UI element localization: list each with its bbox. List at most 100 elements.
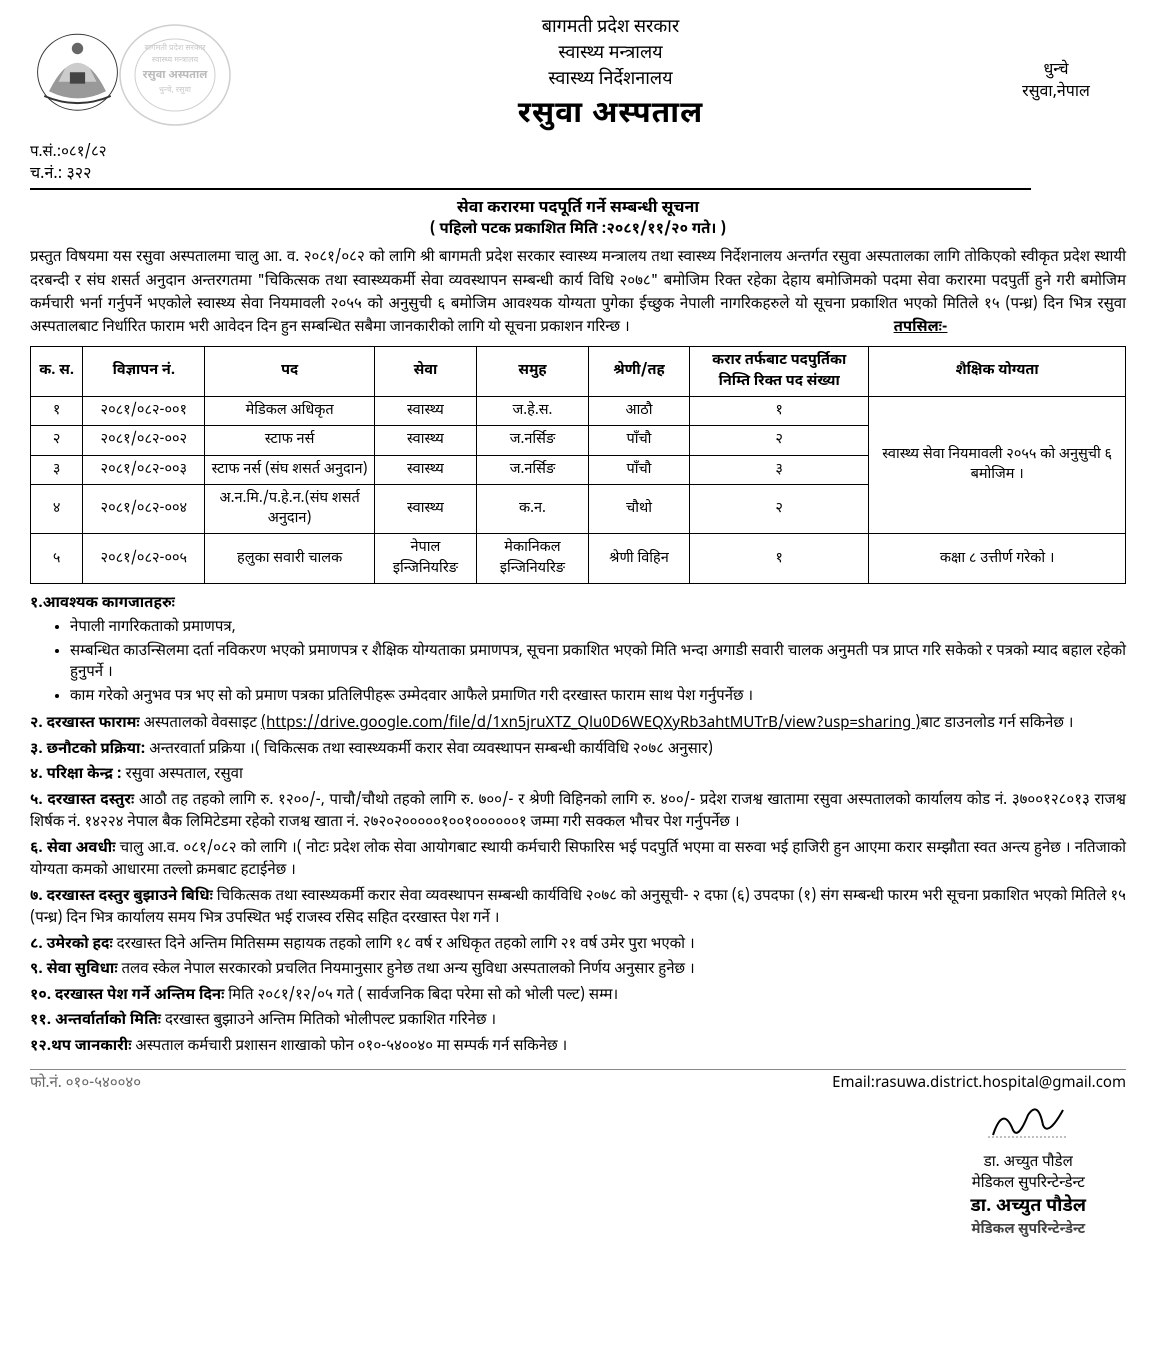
cell-post: हलुका सवारी चालक	[205, 534, 374, 584]
letterhead: बागमती प्रदेश सरकार स्वास्थ्य मन्त्रालय …	[30, 20, 1126, 138]
item-12: १२.थप जानकारीः अस्पताल कर्मचारी प्रशासन …	[30, 1037, 1126, 1060]
cell-ad: २०८१/०८२-००३	[83, 455, 205, 484]
place-line1: धुन्चे	[986, 60, 1126, 82]
notice-body: प्रस्तुत विषयमा यस रसुवा अस्पतालमा चालु …	[30, 247, 1126, 340]
cell-post: स्टाफ नर्स	[205, 426, 374, 455]
item-11: ११. अन्तर्वार्ताको मितिः दरखास्त बुझाउने…	[30, 1011, 1126, 1034]
item-10: १०. दरखास्त पेश गर्ने अन्तिम दिनः मिति २…	[30, 986, 1126, 1009]
ref-chana: च.नं.: ३२२	[30, 164, 1031, 190]
item-8: ८. उमेरको हदः दरखास्त दिने अन्तिम मितिसम…	[30, 935, 1126, 958]
cell-vac: १	[690, 534, 869, 584]
cell-seva: स्वास्थ्य	[374, 455, 476, 484]
cell-samuha: क.न.	[477, 484, 589, 534]
cell-seva: स्वास्थ्य	[374, 484, 476, 534]
th-samuha: समुह	[477, 347, 589, 397]
header-center: बागमती प्रदेश सरकार स्वास्थ्य मन्त्रालय …	[235, 15, 986, 138]
cell-qual-5: कक्षा ८ उत्तीर्ण गरेको ।	[869, 534, 1126, 584]
cell-seva: स्वास्थ्य	[374, 396, 476, 425]
item-4: ४. परिक्षा केन्द्र : रसुवा अस्पताल, रसुव…	[30, 765, 1126, 788]
cell-post: स्टाफ नर्स (संघ शसर्त अनुदान)	[205, 455, 374, 484]
cell-level: चौथो	[588, 484, 689, 534]
footer-phone: फो.नं. ०१०-५४००४०	[30, 1074, 141, 1095]
item-10-head: १०. दरखास्त पेश गर्ने अन्तिम दिनः	[30, 987, 228, 1006]
signer-title-stamp: मेडिकल सुपरिन्टेन्डेन्ट	[971, 1220, 1086, 1240]
item-6-head: ६. सेवा अवधीः	[30, 840, 120, 859]
item-3: ३. छनौटको प्रक्रिया: अन्तरवार्ता प्रक्रि…	[30, 740, 1126, 763]
cell-level: श्रेणी विहिन	[588, 534, 689, 584]
item-12-text: अस्पताल कर्मचारी प्रशासन शाखाको फोन ०१०-…	[135, 1038, 567, 1057]
th-vacancy: करार तर्फबाट पदपुर्तिका निम्ति रिक्त पद …	[690, 347, 869, 397]
item-6-text: चालु आ.व. ०८१/०८२ को लागि ।( नोटः प्रदेश…	[30, 840, 1126, 882]
item-7-head: ७. दरखास्त दस्तुर बुझाउने बिधिः	[30, 888, 217, 907]
item-2-text: अस्पतालको वेवसाइट	[144, 715, 261, 734]
cell-vac: ३	[690, 455, 869, 484]
docs-list: नेपाली नागरिकताको प्रमाणपत्र, सम्बन्धित …	[70, 618, 1126, 708]
cell-level: आठौ	[588, 396, 689, 425]
cell-ad: २०८१/०८२-००४	[83, 484, 205, 534]
item-9: ९. सेवा सुविधाः तलव स्केल नेपाल सरकारको …	[30, 960, 1126, 983]
svg-text:बागमती प्रदेश सरकार: बागमती प्रदेश सरकार	[144, 43, 206, 54]
item-5: ५. दरखास्त दस्तुरः आठौ तह तहको लागि रु. …	[30, 791, 1126, 836]
gov-name: बागमती प्रदेश सरकार	[235, 16, 986, 41]
body-text: प्रस्तुत विषयमा यस रसुवा अस्पतालमा चालु …	[30, 249, 1126, 338]
footer: फो.नं. ०१०-५४००४० Email:rasuwa.district.…	[30, 1069, 1126, 1095]
item-7: ७. दरखास्त दस्तुर बुझाउने बिधिः चिकित्सक…	[30, 887, 1126, 932]
item-4-text: रसुवा अस्पताल, रसुवा	[126, 766, 243, 785]
cell-ad: २०८१/०८२-००२	[83, 426, 205, 455]
item-5-text: आठौ तह तहको लागि रु. १२००/-, पाचौ/चौथो त…	[30, 792, 1126, 834]
vacancy-table: क. स. विज्ञापन नं. पद सेवा समुह श्रेणी/त…	[30, 346, 1126, 584]
hospital-name: रसुवा अस्पताल	[235, 95, 986, 137]
th-post: पद	[205, 347, 374, 397]
cell-post: अ.न.मि./प.हे.न.(संघ शसर्त अनुदान)	[205, 484, 374, 534]
notice-subtitle: ( पहिलो पटक प्रकाशित मिति :२०८१/११/२० गत…	[30, 220, 1126, 241]
footer-email: Email:rasuwa.district.hospital@gmail.com	[832, 1074, 1126, 1095]
signature-icon	[983, 1095, 1073, 1145]
cell-post: मेडिकल अधिकृत	[205, 396, 374, 425]
table-row: १ २०८१/०८२-००१ मेडिकल अधिकृत स्वास्थ्य ज…	[31, 396, 1126, 425]
item-9-head: ९. सेवा सुविधाः	[30, 961, 122, 980]
header-address: धुन्चे रसुवा,नेपाल	[986, 60, 1126, 105]
signer-title: मेडिकल सुपरिन्टेन्डेन्ट	[971, 1174, 1086, 1195]
doc-item: नेपाली नागरिकताको प्रमाणपत्र,	[70, 618, 1126, 639]
item-6: ६. सेवा अवधीः चालु आ.व. ०८१/०८२ को लागि …	[30, 839, 1126, 884]
item-4-head: ४. परिक्षा केन्द्र :	[30, 766, 126, 785]
item-5-head: ५. दरखास्त दस्तुरः	[30, 792, 139, 811]
item-8-text: दरखास्त दिने अन्तिम मितिसम्म सहायक तहको …	[117, 936, 695, 955]
cell-samuha: ज.नर्सिङ	[477, 455, 589, 484]
form-url[interactable]: (https://drive.google.com/file/d/1xn5jru…	[261, 715, 921, 734]
cell-sn: ४	[31, 484, 83, 534]
table-header-row: क. स. विज्ञापन नं. पद सेवा समुह श्रेणी/त…	[31, 347, 1126, 397]
cell-ad: २०८१/०८२-००१	[83, 396, 205, 425]
item-2: २. दरखास्त फारामः अस्पतालको वेवसाइट (htt…	[30, 714, 1126, 737]
cell-seva: नेपाल इन्जिनियरिङ	[374, 534, 476, 584]
cell-level: पाँचौ	[588, 426, 689, 455]
doc-item: काम गरेको अनुभव पत्र भए सो को प्रमाण पत्…	[70, 687, 1126, 708]
nepal-emblem	[30, 20, 125, 115]
item-2-head: २. दरखास्त फारामः	[30, 715, 144, 734]
doc-item: सम्बन्धित काउन्सिलमा दर्ता नविकरण भएको प…	[70, 642, 1126, 684]
cell-vac: २	[690, 484, 869, 534]
th-level: श्रेणी/तह	[588, 347, 689, 397]
th-seva: सेवा	[374, 347, 476, 397]
item-11-text: दरखास्त बुझाउने अन्तिम मितिको भोलीपल्ट प…	[165, 1012, 496, 1031]
th-sn: क. स.	[31, 347, 83, 397]
svg-text:स्वास्थ्य मन्त्रालय: स्वास्थ्य मन्त्रालय	[152, 56, 199, 66]
signer-name: डा. अच्युत पौडेल	[971, 1153, 1086, 1174]
th-ad: विज्ञापन नं.	[83, 347, 205, 397]
ref-pasa: प.सं.:०८१/८२	[30, 143, 1126, 164]
cell-samuha: ज.नर्सिङ	[477, 426, 589, 455]
item-8-head: ८. उमेरको हदः	[30, 936, 117, 955]
cell-vac: २	[690, 426, 869, 455]
th-qual: शैक्षिक योग्यता	[869, 347, 1126, 397]
cell-sn: ३	[31, 455, 83, 484]
signer-name-stamp: डा. अच्युत पौडेल	[971, 1195, 1086, 1220]
tapasil-label: तपसिलः-	[894, 319, 948, 338]
directorate-name: स्वास्थ्य निर्देशनालय	[235, 68, 986, 93]
item-12-head: १२.थप जानकारीः	[30, 1038, 135, 1057]
svg-text:धुन्चे, रसुवा: धुन्चे, रसुवा	[159, 85, 192, 96]
item-9-text: तलव स्केल नेपाल सरकारको प्रचलित नियमानुस…	[122, 961, 695, 980]
item-10-text: मिति २०८१/१२/०५ गते ( सार्वजनिक बिदा परे…	[228, 987, 618, 1006]
item-11-head: ११. अन्तर्वार्ताको मितिः	[30, 1012, 165, 1031]
table-row: ५ २०८१/०८२-००५ हलुका सवारी चालक नेपाल इन…	[31, 534, 1126, 584]
office-stamp: बागमती प्रदेश सरकार स्वास्थ्य मन्त्रालय …	[115, 20, 235, 130]
